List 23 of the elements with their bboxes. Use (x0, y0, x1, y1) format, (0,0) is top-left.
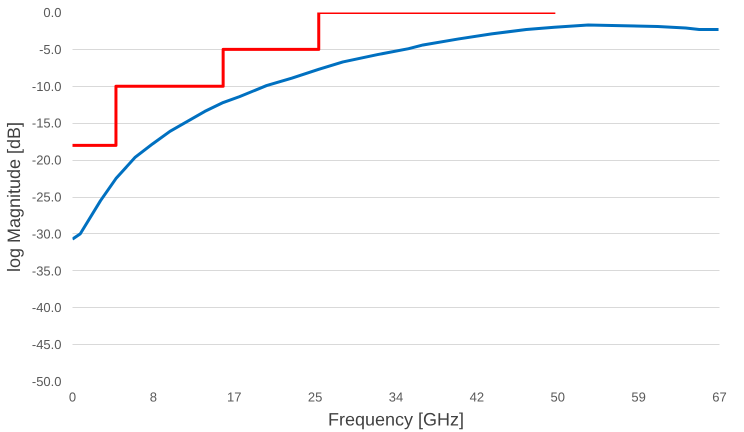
x-tick-label: 42 (470, 390, 484, 404)
x-tick-label: 34 (388, 390, 404, 404)
y-tick-label: -50.0 (32, 374, 62, 389)
x-tick-label: 0 (68, 390, 76, 404)
y-tick-label: -5.0 (39, 42, 62, 57)
y-tick-label: -30.0 (32, 226, 62, 242)
x-tick-label: 59 (631, 390, 646, 404)
y-tick-label: -45.0 (32, 337, 62, 352)
y-axis-title: log Magnitude [dB] (4, 122, 24, 272)
y-tick-label: -40.0 (32, 300, 62, 316)
x-tick-label: 17 (227, 390, 242, 404)
y-tick-label: 0.0 (43, 5, 62, 20)
y-tick-label: -10.0 (32, 78, 62, 94)
x-tick-label: 25 (308, 390, 322, 404)
y-tick-label: -15.0 (32, 116, 62, 131)
y-tick-label: -20.0 (32, 152, 62, 168)
x-axis-title: Frequency [GHz] (328, 410, 464, 430)
x-tick-label: 67 (712, 390, 727, 404)
x-tick-label: 8 (150, 390, 157, 404)
x-tick-label: 50 (550, 390, 565, 404)
line-series (72, 24, 720, 241)
y-tick-label: -25.0 (32, 190, 62, 204)
y-tick-label: -35.0 (32, 263, 62, 278)
